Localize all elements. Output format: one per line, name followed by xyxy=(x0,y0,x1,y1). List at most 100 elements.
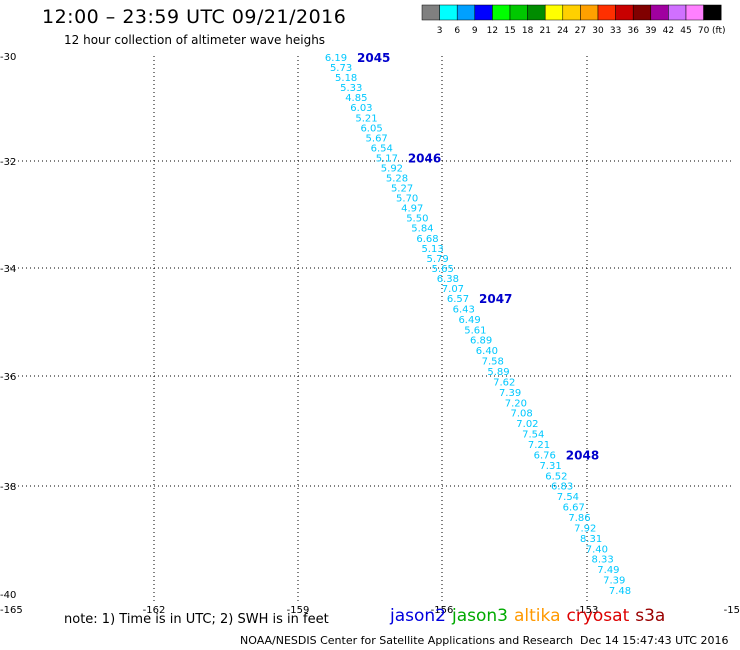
time-label: 2045 xyxy=(357,51,390,65)
wave-height-label: 5.70 xyxy=(396,194,418,205)
x-tick-label: -162 xyxy=(143,605,166,616)
credit-text: NOAA/NESDIS Center for Satellite Applica… xyxy=(240,634,574,647)
wave-height-label: 8.31 xyxy=(580,534,602,545)
wave-height-label: 4.97 xyxy=(401,204,423,215)
wave-height-label: 7.62 xyxy=(493,377,515,388)
y-tick-label: -30 xyxy=(0,52,16,63)
legend-label: 9 xyxy=(472,26,478,36)
wave-height-label: 7.39 xyxy=(499,388,521,399)
wave-height-label: 7.07 xyxy=(442,284,464,295)
wave-height-label: 5.33 xyxy=(340,83,362,94)
legend-label: 15 xyxy=(504,26,515,36)
time-label: 2048 xyxy=(566,448,599,462)
wave-height-label: 6.38 xyxy=(437,274,459,285)
legend-label: 70 xyxy=(698,26,710,36)
wave-height-label: 6.19 xyxy=(325,53,347,64)
legend-swatch xyxy=(703,4,722,21)
wave-height-label: 6.52 xyxy=(545,471,567,482)
y-tick-label: -32 xyxy=(0,157,16,168)
wave-height-label: 6.49 xyxy=(458,315,480,326)
wave-height-label: 5.18 xyxy=(335,73,357,84)
legend-label: 21 xyxy=(539,26,550,36)
y-tick-label: -34 xyxy=(0,264,16,275)
wave-height-label: 7.20 xyxy=(505,398,527,409)
wave-height-label: 6.40 xyxy=(476,346,498,357)
satellite-s3a: s3a xyxy=(635,606,666,626)
legend-label: 3 xyxy=(437,26,443,36)
wave-height-label: 5.65 xyxy=(432,264,454,275)
wave-height-label: 7.54 xyxy=(557,492,579,503)
color-legend: 3 6 9 12 15 18 21 24 27 30 33 36 39 42 45 70 (ft) xyxy=(421,4,726,36)
wave-height-label: 6.57 xyxy=(447,294,469,305)
wave-height-label: 6.89 xyxy=(470,336,492,347)
wave-height-label: 5.61 xyxy=(464,325,486,336)
legend-label: 39 xyxy=(645,26,657,36)
legend-label: 30 xyxy=(592,26,604,36)
wave-height-label: 4.85 xyxy=(345,93,367,104)
y-tick-label: -38 xyxy=(0,482,16,493)
wave-height-label: 5.89 xyxy=(487,367,509,378)
legend-label: 42 xyxy=(663,26,674,36)
wave-height-label: 5.50 xyxy=(406,214,428,225)
wave-height-label: 5.84 xyxy=(411,224,433,235)
x-tick-label: -159 xyxy=(287,605,310,616)
legend-label: 6 xyxy=(454,26,460,36)
legend-label: 24 xyxy=(557,26,569,36)
y-tick-label: -40 xyxy=(0,590,16,601)
wave-height-label: 5.28 xyxy=(386,174,408,185)
wave-height-label: 5.67 xyxy=(366,133,388,144)
legend-label: 45 xyxy=(680,26,691,36)
wave-height-label: 7.48 xyxy=(609,586,631,597)
legend-unit: (ft) xyxy=(712,26,726,36)
x-tick-label: -165 xyxy=(0,605,23,616)
wave-height-label: 7.02 xyxy=(516,419,538,430)
satellite-cryosat: cryosat xyxy=(566,606,630,626)
wave-height-label: 6.54 xyxy=(371,143,393,154)
satellite-jason2: jason2 xyxy=(390,606,446,626)
time-label: 2046 xyxy=(408,151,441,165)
wave-height-label: 5.92 xyxy=(381,163,403,174)
wave-height-label: 7.86 xyxy=(568,513,590,524)
satellite-jason3: jason3 xyxy=(452,606,508,626)
wave-height-label: 6.68 xyxy=(416,234,438,245)
wave-height-label: 7.08 xyxy=(511,409,533,420)
legend-label: 12 xyxy=(487,26,498,36)
legend-label: 18 xyxy=(522,26,534,36)
wave-height-label: 7.54 xyxy=(522,430,544,441)
wave-height-label: 6.03 xyxy=(350,103,372,114)
footer-note: note: 1) Time is in UTC; 2) SWH is in fe… xyxy=(64,612,329,627)
wave-height-label: 5.13 xyxy=(421,244,443,255)
satellite-altika: altika xyxy=(514,606,561,626)
wave-height-label: 5.73 xyxy=(330,63,352,74)
wave-height-label: 5.79 xyxy=(427,254,449,265)
timestamp-text: Dec 14 15:47:43 UTC 2016 xyxy=(580,634,729,647)
wave-height-label: 7.21 xyxy=(528,440,550,451)
wave-height-label: 7.92 xyxy=(574,523,596,534)
wave-height-label: 6.67 xyxy=(563,503,585,514)
wave-height-label: 7.49 xyxy=(597,565,619,576)
wave-height-label: 6.83 xyxy=(551,482,573,493)
page-title: 12:00 – 23:59 UTC 09/21/2016 xyxy=(42,6,347,28)
y-tick-label: -36 xyxy=(0,372,16,383)
satellite-legend: jason2 jason3 altika cryosat s3a xyxy=(390,606,671,626)
wave-height-label: 7.58 xyxy=(482,357,504,368)
wave-height-label: 7.40 xyxy=(586,544,608,555)
wave-height-label: 5.27 xyxy=(391,184,413,195)
x-tick-label: -156 xyxy=(431,605,454,616)
wave-height-label: 6.43 xyxy=(453,304,475,315)
wave-height-label: 5.17 xyxy=(376,153,398,164)
wave-height-label: 7.31 xyxy=(539,461,561,472)
page-subtitle: 12 hour collection of altimeter wave hei… xyxy=(64,33,326,47)
wave-height-label: 5.21 xyxy=(355,113,377,124)
legend-label: 27 xyxy=(575,26,586,36)
wave-height-label: 6.05 xyxy=(360,123,382,134)
legend-label: 36 xyxy=(627,26,639,36)
wave-height-label: 6.76 xyxy=(534,450,556,461)
x-tick-label: -153 xyxy=(576,605,599,616)
x-tick-label: -15 xyxy=(724,605,740,616)
wave-height-label: 8.33 xyxy=(592,555,614,566)
wave-height-label: 7.39 xyxy=(603,576,625,587)
time-label: 2047 xyxy=(479,292,512,306)
legend-label: 33 xyxy=(610,26,621,36)
